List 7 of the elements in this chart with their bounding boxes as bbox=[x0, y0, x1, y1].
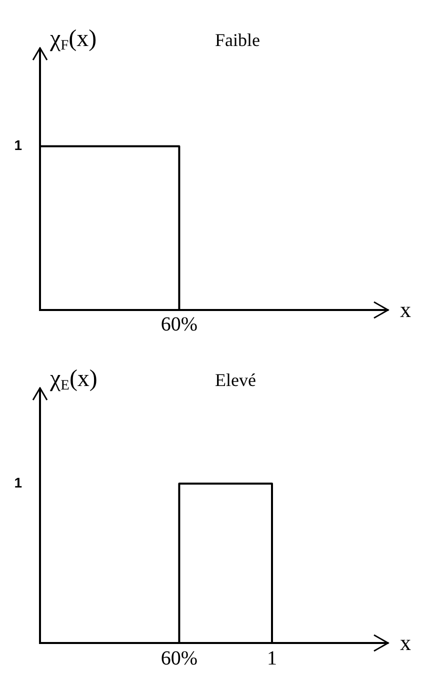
chart-title: Faible bbox=[215, 30, 260, 50]
annotation: 60% bbox=[160, 313, 198, 336]
text: 1 bbox=[14, 474, 22, 490]
x-axis-title: x bbox=[400, 297, 411, 322]
chart-title: Elevé bbox=[215, 370, 256, 390]
text: 1 bbox=[14, 137, 22, 154]
x-axis-title: x bbox=[400, 630, 411, 655]
